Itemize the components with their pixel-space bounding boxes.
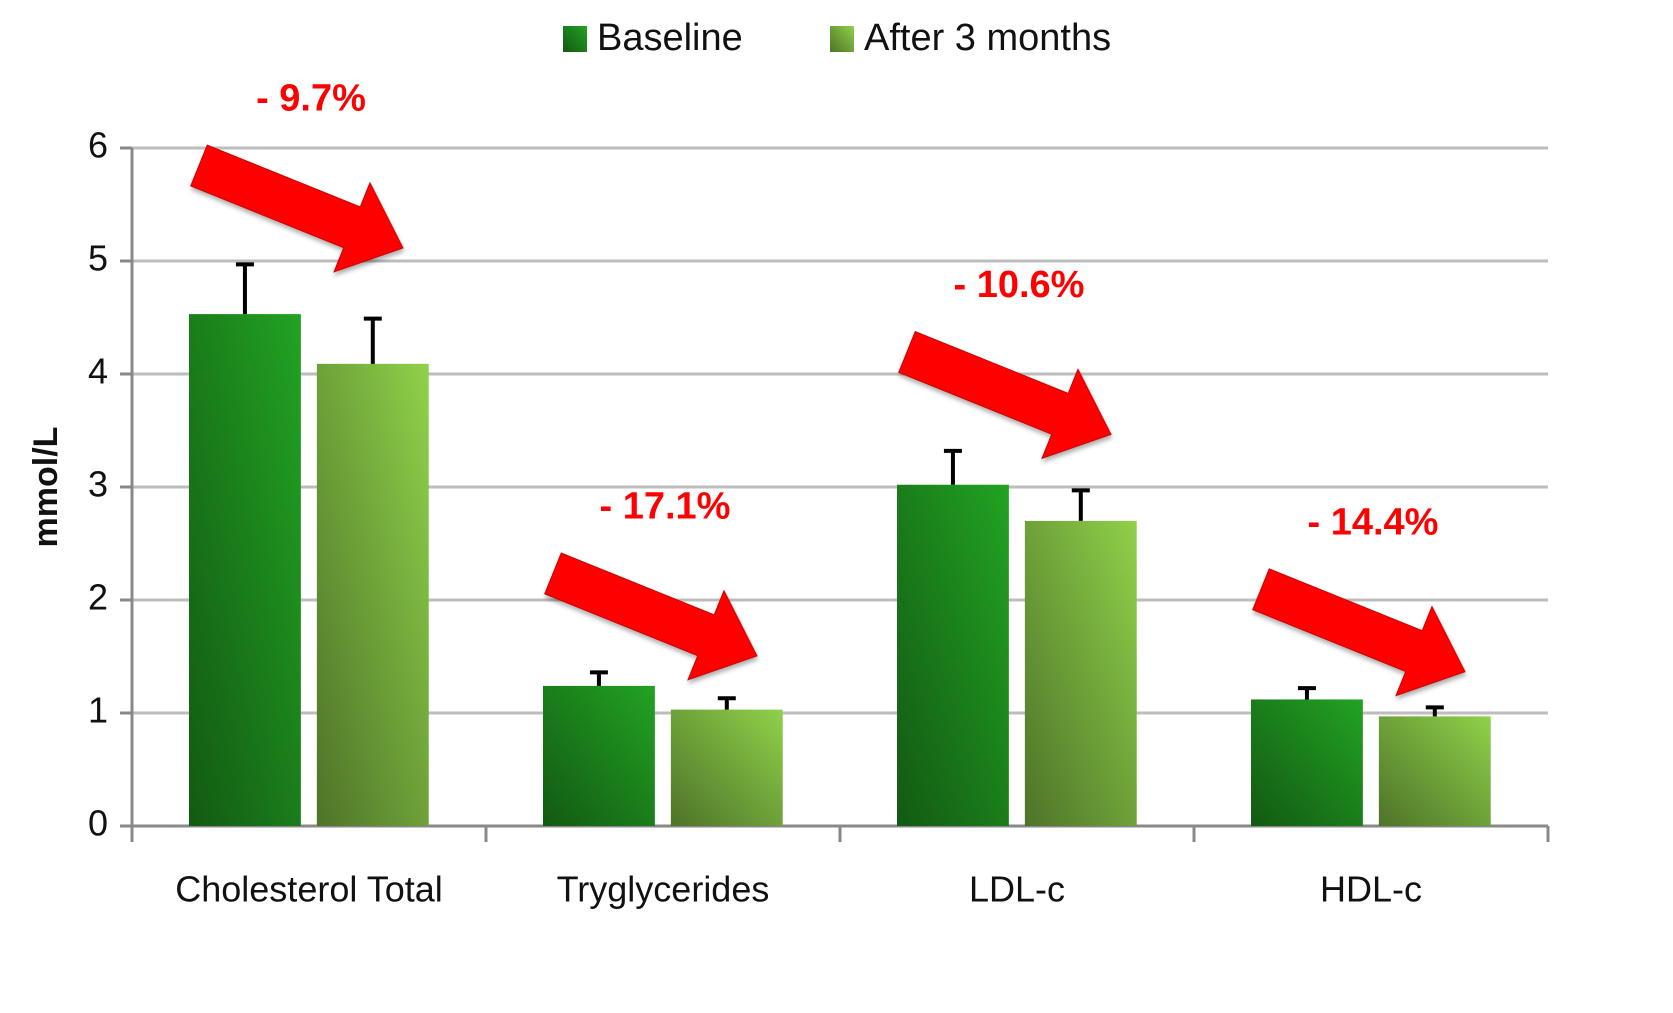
y-tick-label: 5 bbox=[88, 238, 108, 279]
error-bar bbox=[235, 262, 254, 315]
y-tick-label: 0 bbox=[88, 803, 108, 844]
arrow bbox=[190, 144, 404, 273]
bar bbox=[1251, 699, 1363, 826]
arrow bbox=[1252, 568, 1466, 697]
bar bbox=[897, 484, 1009, 826]
y-tick-label: 3 bbox=[88, 464, 108, 505]
y-tick-label: 1 bbox=[88, 690, 108, 731]
error-bar bbox=[363, 316, 382, 364]
legend-swatch bbox=[830, 26, 854, 52]
bar bbox=[1024, 520, 1137, 826]
y-axis-label: mmol/L bbox=[27, 427, 65, 548]
annotation: - 17.1% bbox=[600, 486, 731, 528]
annotation: - 9.7% bbox=[256, 78, 366, 120]
bar bbox=[1378, 716, 1491, 826]
error-bar bbox=[1425, 705, 1444, 717]
legend-label: Baseline bbox=[597, 17, 743, 59]
y-tick-label: 2 bbox=[88, 577, 108, 618]
annotation: - 14.4% bbox=[1308, 501, 1439, 543]
legend: Baseline After 3 months bbox=[563, 17, 1111, 59]
bar bbox=[316, 363, 429, 826]
x-tick-label: Tryglycerides bbox=[557, 869, 770, 910]
arrow bbox=[544, 552, 758, 681]
bar bbox=[670, 709, 783, 826]
error-bar bbox=[1297, 686, 1316, 700]
bar bbox=[189, 314, 301, 826]
y-tick-label: 4 bbox=[88, 351, 108, 392]
x-tick-label: Cholesterol Total bbox=[175, 869, 443, 910]
error-bar bbox=[1071, 488, 1090, 521]
legend-label: After 3 months bbox=[864, 17, 1111, 59]
legend-swatch bbox=[563, 26, 587, 52]
annotation: - 10.6% bbox=[954, 264, 1085, 306]
y-tick-label: 6 bbox=[88, 125, 108, 166]
x-tick-label: LDL-c bbox=[969, 869, 1065, 910]
error-bar bbox=[717, 696, 736, 710]
error-bar bbox=[589, 670, 608, 686]
x-tick-label: HDL-c bbox=[1320, 869, 1422, 910]
error-bar bbox=[943, 448, 962, 485]
arrow bbox=[898, 330, 1112, 460]
bar bbox=[543, 685, 655, 826]
